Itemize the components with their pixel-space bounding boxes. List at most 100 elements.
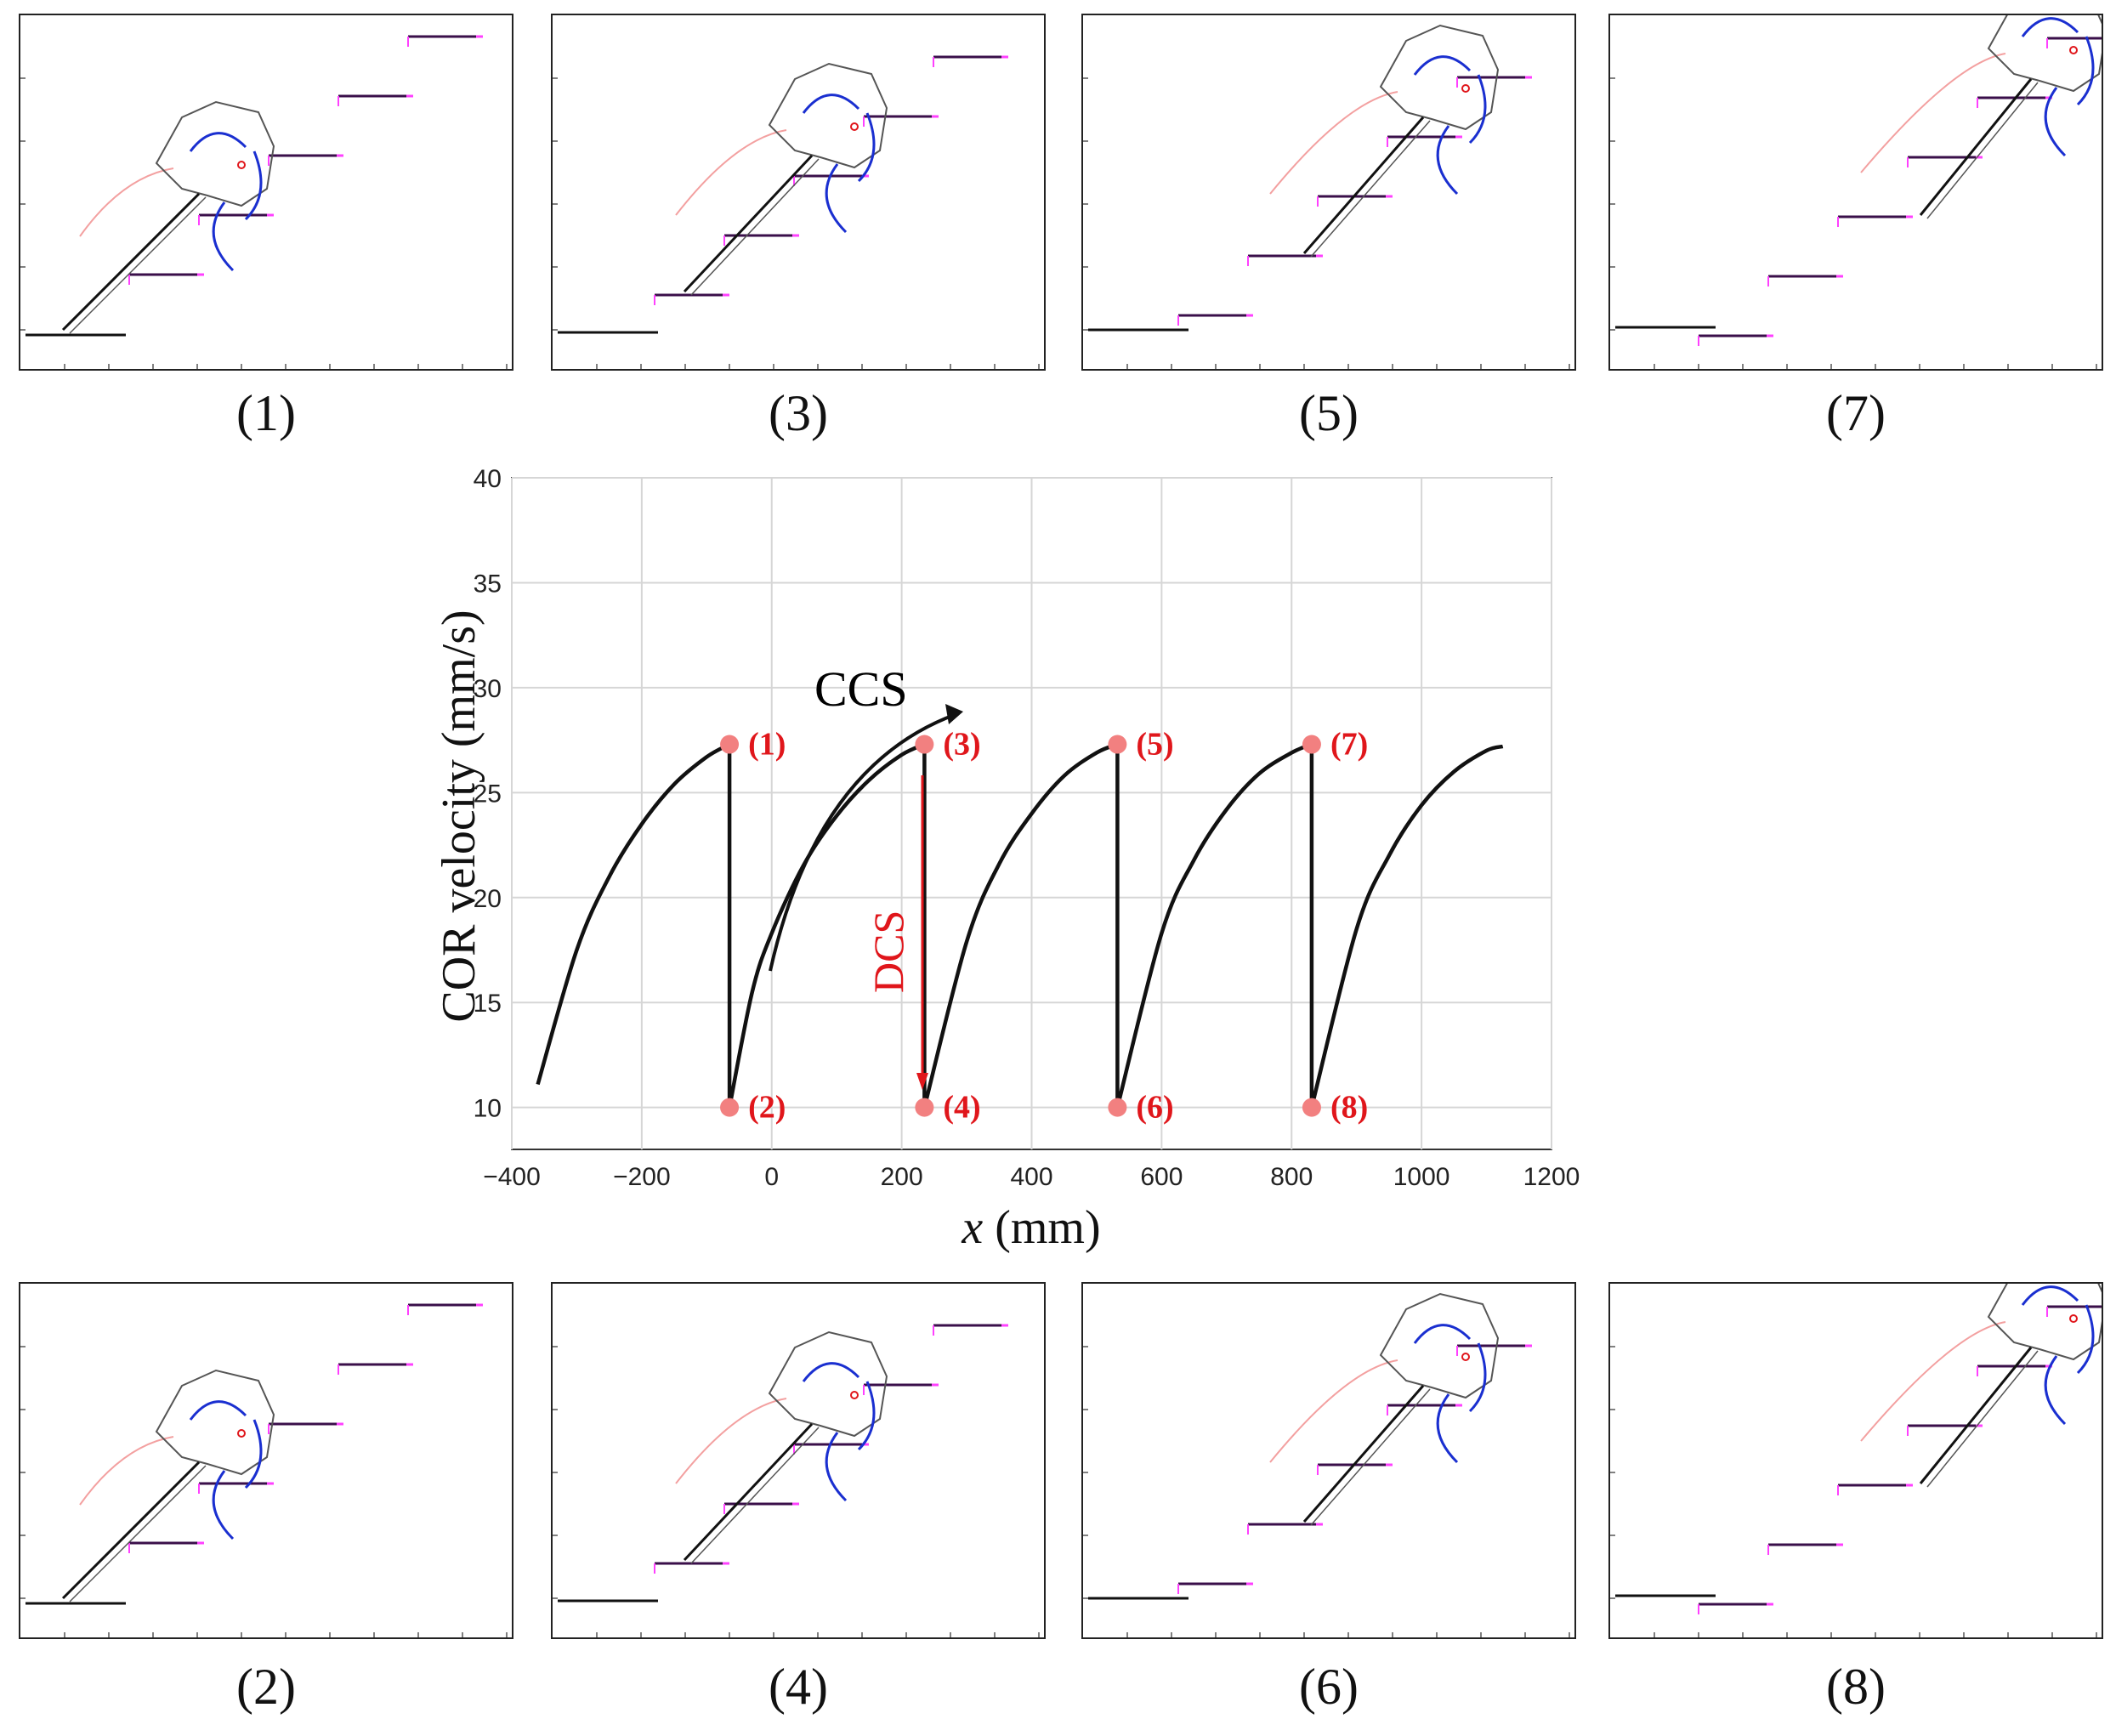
ccs-arrow — [769, 712, 957, 972]
snapshot-panel-5 — [1081, 14, 1576, 371]
x-tick-label: 0 — [764, 1163, 779, 1191]
snapshot-panel-8 — [1608, 1282, 2103, 1639]
robot-leg — [683, 154, 814, 293]
snapshot-panel-1 — [19, 14, 513, 371]
x-tick-label: −400 — [483, 1163, 541, 1191]
wheel-arc — [2021, 1285, 2079, 1306]
robot-leg — [1919, 78, 2033, 216]
snapshot-caption-6: (6) — [1299, 1659, 1359, 1715]
x-axis-label: x (mm) — [961, 1201, 1100, 1254]
data-point-label: (4) — [943, 1090, 980, 1126]
cor-trajectory — [79, 1436, 174, 1506]
data-point-label: (7) — [1330, 727, 1368, 763]
y-tick-label: 40 — [474, 465, 502, 493]
wheel-arc — [2021, 17, 2079, 37]
y-tick-label: 25 — [474, 780, 502, 808]
data-point-marker — [1302, 735, 1321, 754]
tick-labels: −400 −200 0 200 400 600 800 1000 1200 10 15 20 25 30 3… — [474, 465, 1580, 1191]
y-tick-label: 15 — [474, 990, 502, 1018]
robot-leg-edge — [69, 196, 207, 334]
snapshot-caption-5: (5) — [1299, 385, 1359, 441]
wheel-arc — [2044, 1355, 2067, 1426]
robot-body — [1379, 24, 1500, 131]
wheel-arc — [802, 1362, 860, 1382]
marker-layer: (1) (2) (3) (4) (5) (6) (7) (8) — [720, 727, 1368, 1126]
robot-leg-edge — [1310, 120, 1431, 258]
cor-point — [2069, 1314, 2078, 1323]
x-axis-variable: x — [961, 1201, 983, 1254]
x-tick-label: 600 — [1140, 1163, 1183, 1191]
cor-trajectory — [1269, 1359, 1398, 1463]
robot-stair-illustration — [1083, 1292, 1570, 1637]
robot-stair-illustration — [20, 1303, 508, 1637]
data-point-marker — [720, 735, 740, 754]
cor-point — [1461, 84, 1470, 93]
wheel-arc — [825, 163, 848, 234]
y-tick-label: 35 — [474, 570, 502, 598]
y-tick-label: 30 — [474, 675, 502, 703]
y-tick-label: 10 — [474, 1095, 502, 1123]
wheel-arc — [2076, 36, 2095, 106]
x-tick-label: 800 — [1270, 1163, 1313, 1191]
snapshot-caption-4: (4) — [769, 1659, 828, 1715]
robot-leg — [683, 1422, 814, 1562]
snapshot-caption-8: (8) — [1826, 1659, 1886, 1715]
robot-stair-illustration — [553, 1324, 1040, 1637]
robot-body — [1987, 15, 2102, 93]
wheel-arc — [857, 1381, 876, 1451]
cor-point — [237, 161, 246, 169]
snapshot-caption-1: (1) — [236, 385, 296, 441]
cor-point — [1461, 1353, 1470, 1361]
data-point-label: (2) — [748, 1090, 786, 1126]
cor-trajectory — [1860, 53, 2006, 173]
robot-leg — [1302, 1385, 1425, 1523]
x-tick-label: 1000 — [1393, 1163, 1450, 1191]
wheel-arc — [244, 150, 263, 221]
data-point-label: (1) — [748, 727, 786, 763]
ccs-label: CCS — [814, 661, 908, 717]
y-tick-label: 20 — [474, 885, 502, 913]
robot-leg-edge — [1926, 82, 2039, 219]
snapshot-panel-2 — [19, 1282, 513, 1639]
data-point-label: (6) — [1136, 1090, 1173, 1126]
x-tick-label: −200 — [613, 1163, 671, 1191]
robot-leg — [61, 1461, 201, 1600]
cor-point — [850, 122, 859, 131]
robot-body — [155, 1369, 275, 1476]
x-tick-label: 400 — [1010, 1163, 1052, 1191]
robot-body — [1987, 1284, 2102, 1361]
data-point-marker — [915, 1098, 934, 1117]
wheel-arc — [1436, 1393, 1459, 1464]
grid — [511, 477, 1552, 1149]
snapshot-panel-4 — [551, 1282, 1046, 1639]
dcs-label: DCS — [865, 911, 912, 993]
wheel-arc — [189, 132, 247, 152]
data-point-label: (5) — [1136, 727, 1173, 763]
robot-stair-illustration — [553, 55, 1040, 369]
cor-trajectory — [1269, 91, 1398, 195]
robot-leg — [1919, 1347, 2033, 1484]
robot-stair-illustration — [1610, 1284, 2102, 1637]
data-point-marker — [1108, 1098, 1127, 1117]
snapshot-panel-6 — [1081, 1282, 1576, 1639]
data-point-marker — [1302, 1098, 1321, 1117]
wheel-arc — [802, 94, 860, 114]
robot-leg-edge — [1926, 1350, 2039, 1488]
cor-point — [237, 1429, 246, 1438]
robot-body — [768, 62, 888, 169]
wheel-arc — [1413, 55, 1472, 76]
snapshot-panel-7 — [1608, 14, 2103, 371]
wheel-arc — [189, 1400, 247, 1421]
cor-trajectory — [675, 129, 787, 216]
wheel-arc — [212, 201, 235, 272]
ccs-arrowhead — [945, 704, 963, 724]
robot-body — [155, 100, 275, 207]
wheel-arc — [244, 1419, 263, 1489]
y-axis-label: COR velocity (mm/s) — [433, 610, 485, 1022]
robot-body — [1379, 1292, 1500, 1399]
snapshot-panel-3 — [551, 14, 1046, 371]
robot-leg — [61, 192, 201, 332]
robot-leg — [1302, 116, 1425, 254]
cor-point — [2069, 46, 2078, 54]
